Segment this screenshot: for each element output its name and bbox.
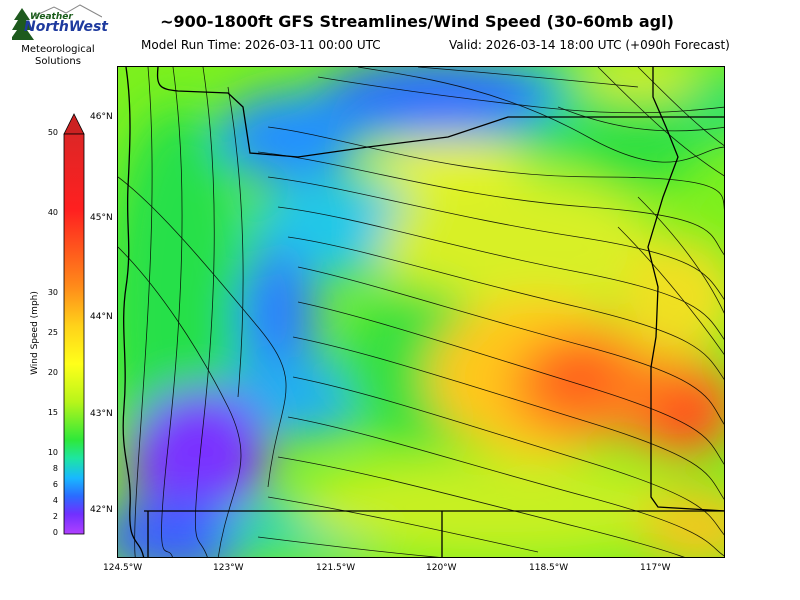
- logo-subtitle-2: Solutions: [35, 56, 81, 67]
- colorbar-tick-label: 10: [47, 448, 58, 457]
- lat-label-43: 43°N: [90, 409, 113, 419]
- wind-speed-map: [117, 66, 725, 558]
- lat-label-44: 44°N: [90, 312, 113, 322]
- lon-label-121-5: 121.5°W: [316, 563, 356, 573]
- colorbar-tick-label: 50: [47, 128, 58, 137]
- colorbar-tick-label: 15: [47, 408, 58, 417]
- logo-main-text: NorthWest: [24, 19, 108, 35]
- colorbar-tick-label: 40: [47, 208, 58, 217]
- logo: [8, 4, 104, 70]
- colorbar-tick-label: 2: [52, 512, 58, 521]
- lon-label-118-5: 118.5°W: [529, 563, 569, 573]
- logo-top-text: Weather: [30, 12, 73, 22]
- map-title: ~900-1800ft GFS Streamlines/Wind Speed (…: [160, 12, 674, 31]
- lon-label-120: 120°W: [426, 563, 457, 573]
- model-run-time: Model Run Time: 2026-03-11 00:00 UTC: [141, 38, 381, 52]
- colorbar: [63, 113, 85, 535]
- lon-label-117: 117°W: [640, 563, 671, 573]
- lat-label-46: 46°N: [90, 112, 113, 122]
- colorbar-tick-label: 0: [52, 528, 58, 537]
- colorbar-tick-label: 30: [47, 288, 58, 297]
- lon-label-123: 123°W: [213, 563, 244, 573]
- lon-label-124-5: 124.5°W: [103, 563, 143, 573]
- map-canvas: [118, 67, 724, 557]
- colorbar-tick-label: 4: [52, 496, 58, 505]
- lat-label-42: 42°N: [90, 505, 113, 515]
- lat-label-45: 45°N: [90, 213, 113, 223]
- colorbar-tick-label: 25: [47, 328, 58, 337]
- tree-icon: [12, 8, 34, 40]
- colorbar-tick-label: 8: [52, 464, 58, 473]
- streamlines: [118, 67, 724, 557]
- colorbar-tick-label: 6: [52, 480, 58, 489]
- logo-subtitle-1: Meteorological: [21, 44, 95, 55]
- state-borders: [122, 67, 724, 557]
- mountain-icon: [32, 4, 102, 18]
- colorbar-tick-label: 20: [47, 368, 58, 377]
- valid-time: Valid: 2026-03-14 18:00 UTC (+090h Forec…: [449, 38, 730, 52]
